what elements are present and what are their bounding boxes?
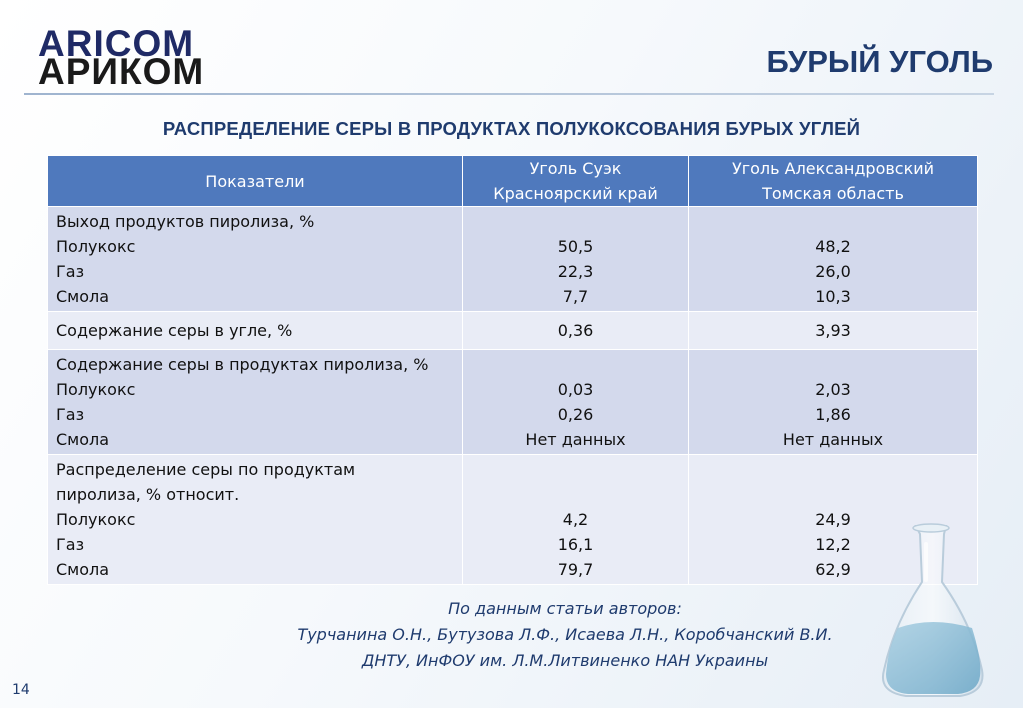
value: 26,0 <box>815 262 851 281</box>
page-number: 14 <box>12 682 30 698</box>
company-logo: ARICOM АРИКОМ <box>38 23 228 92</box>
value-cell-aleksandrovsky: 48,2 26,0 10,3 <box>688 206 978 312</box>
table-row: Содержание серы в продуктах пиролиза, % … <box>47 349 978 455</box>
value-cell-suek: 4,2 16,1 79,7 <box>462 454 689 585</box>
value: 10,3 <box>815 287 851 306</box>
row-label: Выход продуктов пиролиза, % Полукокс Газ… <box>47 206 463 312</box>
row-label: Распределение серы по продуктам пиролиза… <box>47 454 463 585</box>
value: 62,9 <box>815 560 851 579</box>
value-cell-aleksandrovsky: 2,03 1,86 Нет данных <box>688 349 978 455</box>
logo-text-latin: ARICOM <box>38 23 195 64</box>
header-indicators: Показатели <box>47 155 463 207</box>
value: 3,93 <box>815 321 851 340</box>
value-cell-aleksandrovsky: 3,93 <box>688 311 978 350</box>
value: Нет данных <box>525 430 626 449</box>
value: 2,03 <box>815 380 851 399</box>
label-line: Содержание серы в угле, % <box>56 321 293 340</box>
sulfur-distribution-table: Показатели Уголь Суэк Красноярский край … <box>47 155 978 585</box>
value: 12,2 <box>815 535 851 554</box>
label-line: Газ <box>56 262 85 281</box>
header-coal-aleksandrovsky: Уголь Александровский Томская область <box>688 155 978 207</box>
label-line: Содержание серы в продуктах пиролиза, % <box>56 355 429 374</box>
table-row: Содержание серы в угле, % 0,36 3,93 <box>47 311 978 350</box>
value-cell-suek: 0,03 0,26 Нет данных <box>462 349 689 455</box>
header-line: Уголь Суэк <box>529 159 622 178</box>
title-divider <box>24 93 994 95</box>
value: 1,86 <box>815 405 851 424</box>
value: 16,1 <box>557 535 594 554</box>
label-line: пиролиза, % относит. <box>56 485 240 504</box>
table-row: Выход продуктов пиролиза, % Полукокс Газ… <box>47 206 978 312</box>
laboratory-flask-icon <box>882 523 984 697</box>
header-coal-suek: Уголь Суэк Красноярский край <box>462 155 689 207</box>
slide-title: БУРЫЙ УГОЛЬ <box>766 44 993 79</box>
value: 24,9 <box>815 510 851 529</box>
value-cell-suek: 0,36 <box>462 311 689 350</box>
label-line: Полукокс <box>56 380 136 399</box>
row-label: Содержание серы в угле, % <box>47 311 463 350</box>
label-line: Полукокс <box>56 237 136 256</box>
citation-line: ДНТУ, ИнФОУ им. Л.М.Литвиненко НАН Украи… <box>361 651 769 670</box>
label-line: Выход продуктов пиролиза, % <box>56 212 315 231</box>
logo-text-cyrillic: АРИКОМ <box>38 51 205 92</box>
value: 0,36 <box>557 321 594 340</box>
value: 22,3 <box>557 262 594 281</box>
value: 48,2 <box>815 237 851 256</box>
header-line: Томская область <box>762 184 904 203</box>
value: 50,5 <box>557 237 594 256</box>
label-line: Смола <box>56 430 110 449</box>
value: 0,26 <box>557 405 594 424</box>
table-row: Распределение серы по продуктам пиролиза… <box>47 454 978 585</box>
row-label: Содержание серы в продуктах пиролиза, % … <box>47 349 463 455</box>
source-citation: По данным статьи авторов: Турчанина О.Н.… <box>270 596 860 674</box>
header-line: Красноярский край <box>493 184 658 203</box>
citation-line: Турчанина О.Н., Бутузова Л.Ф., Исаева Л.… <box>297 625 833 644</box>
label-line: Распределение серы по продуктам <box>56 460 356 479</box>
value-cell-suek: 50,5 22,3 7,7 <box>462 206 689 312</box>
header-line: Уголь Александровский <box>731 159 935 178</box>
label-line: Смола <box>56 560 110 579</box>
citation-line: По данным статьи авторов: <box>448 599 682 618</box>
value: 0,03 <box>557 380 594 399</box>
label-line: Смола <box>56 287 110 306</box>
table-title: РАСПРЕДЕЛЕНИЕ СЕРЫ В ПРОДУКТАХ ПОЛУКОКСО… <box>162 118 861 139</box>
value: 7,7 <box>562 287 589 306</box>
label-line: Полукокс <box>56 510 136 529</box>
label-line: Газ <box>56 535 85 554</box>
value: 4,2 <box>562 510 589 529</box>
value: 79,7 <box>557 560 594 579</box>
label-line: Газ <box>56 405 85 424</box>
header-line: Показатели <box>205 171 305 191</box>
value: Нет данных <box>782 430 884 449</box>
table-header-row: Показатели Уголь Суэк Красноярский край … <box>47 155 978 207</box>
